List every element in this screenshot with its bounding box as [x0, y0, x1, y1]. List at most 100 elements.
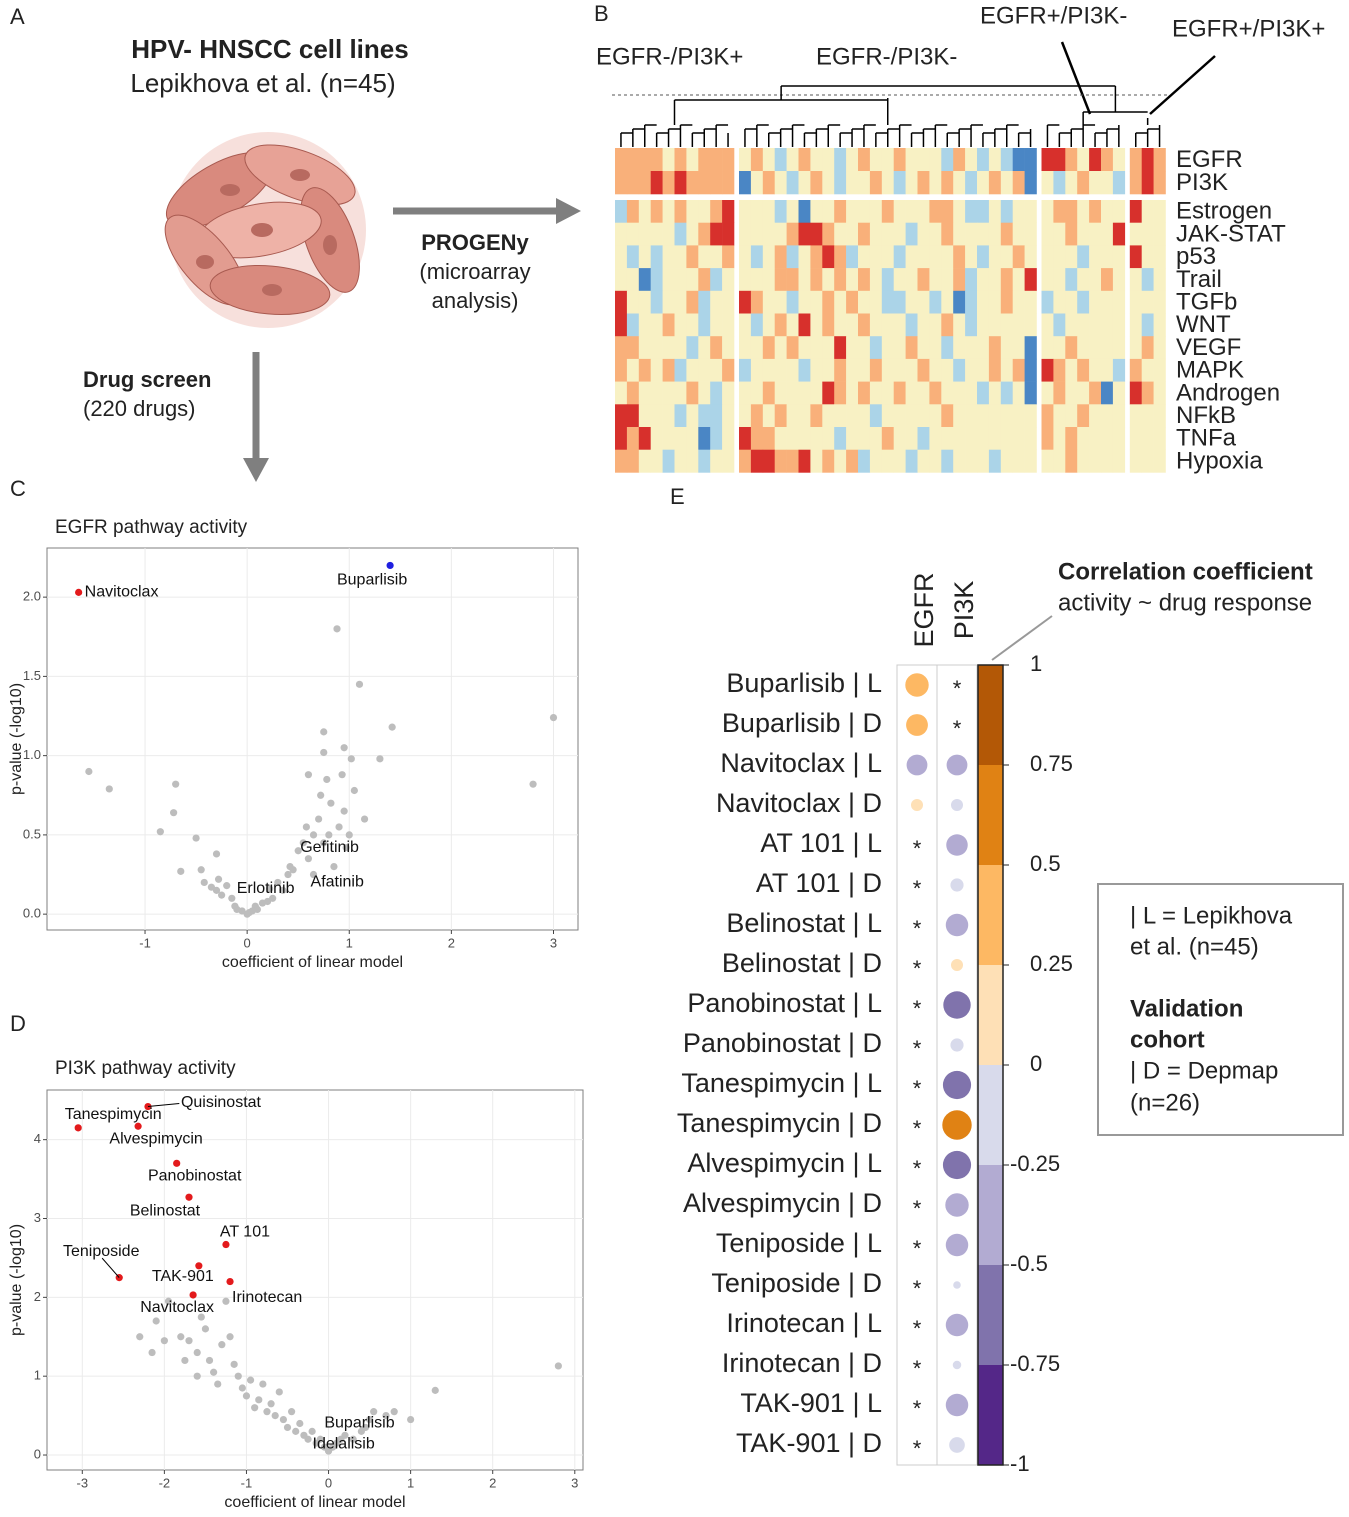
note-heading: Validation — [1130, 995, 1243, 1022]
heatmap-cell — [650, 313, 663, 337]
heatmap-cell — [1077, 222, 1090, 246]
heatmap-cell — [834, 381, 847, 405]
heatmap-cell — [858, 171, 871, 195]
heatmap-cell — [626, 171, 640, 195]
heatmap-cell — [1053, 245, 1066, 269]
heatmap-cell — [846, 200, 859, 223]
heatmap-cell — [774, 427, 787, 450]
heatmap-cell — [750, 449, 764, 473]
heatmap-cell — [1129, 358, 1142, 382]
heatmap-cell — [739, 171, 752, 195]
heatmap-cell — [1089, 200, 1102, 223]
data-point — [274, 878, 282, 887]
heatmap-cell — [1153, 268, 1166, 292]
heatmap-cell — [1112, 200, 1126, 223]
heatmap-cell — [881, 449, 894, 473]
heatmap-cell — [798, 268, 811, 292]
data-point — [275, 1388, 283, 1396]
heatmap-cell — [917, 148, 930, 172]
heatmap-cell — [762, 200, 775, 223]
heatmap-cell — [869, 148, 883, 172]
heatmap-cell — [905, 171, 918, 195]
correlation-dot — [950, 958, 964, 972]
row-label: Alvespimycin | L — [687, 1148, 882, 1178]
data-point — [315, 815, 323, 823]
heatmap-cell — [929, 381, 942, 405]
heatmap-cell — [869, 200, 883, 223]
heatmap-cell — [822, 427, 835, 450]
heatmap-cell — [869, 427, 883, 450]
heatmap-cell — [722, 449, 735, 473]
heatmap-cell — [917, 449, 930, 473]
arrow-sublabel: (microarray — [419, 259, 530, 284]
heatmap-cell — [638, 381, 651, 405]
point-label: Gefitinib — [300, 839, 359, 856]
heatmap-cell — [774, 245, 787, 269]
heatmap-cell — [1141, 336, 1154, 360]
heatmap-cell — [1112, 404, 1126, 428]
heatmap-cell — [1077, 200, 1090, 223]
heatmap-cell — [626, 336, 640, 360]
heatmap-cell — [662, 381, 675, 405]
heatmap-cell — [722, 200, 735, 223]
heatmap-cell — [674, 336, 687, 360]
heatmap-cell — [965, 381, 978, 405]
heatmap-cell — [977, 222, 990, 246]
heatmap-cell — [626, 268, 640, 292]
heatmap-cell — [905, 313, 918, 337]
na-mark: * — [913, 876, 922, 901]
data-point — [342, 843, 350, 852]
heatmap-cell — [917, 200, 930, 223]
point-label: Belinostat — [130, 1202, 201, 1219]
heatmap-cell — [750, 171, 764, 195]
heatmap-cell — [929, 200, 942, 223]
heatmap-cell — [893, 358, 906, 382]
heatmap-cell — [917, 245, 930, 269]
na-mark: * — [913, 1036, 922, 1061]
heatmap-cell — [953, 245, 966, 269]
heatmap-cell — [953, 358, 966, 382]
heatmap-cell — [988, 358, 1002, 382]
heatmap-cell — [674, 449, 687, 473]
heatmap-cell — [965, 427, 978, 450]
data-point — [304, 1435, 312, 1443]
row-label: Tanespimycin | L — [681, 1068, 882, 1098]
heatmap-cell — [1101, 313, 1114, 337]
data-point — [200, 878, 208, 887]
heatmap-cell — [626, 148, 640, 172]
row-label: Panobinostat | D — [683, 1028, 882, 1058]
heatmap-cell — [941, 404, 954, 428]
heatmap-cell — [858, 222, 871, 246]
heatmap-cell — [739, 290, 752, 314]
data-point — [189, 1291, 197, 1299]
x-tick-label: -3 — [77, 1475, 89, 1490]
heatmap-cell — [786, 449, 799, 473]
heatmap-cell — [1024, 290, 1037, 314]
data-point — [340, 807, 348, 815]
heatmap-cell — [662, 222, 675, 246]
heatmap-cell — [626, 222, 640, 246]
chart-title: PI3K pathway activity — [55, 1058, 236, 1079]
heatmap-cell — [1089, 381, 1102, 405]
na-mark: * — [953, 676, 962, 701]
leader-line — [147, 1103, 180, 1108]
data-point — [246, 1376, 255, 1384]
heatmap-cell — [698, 200, 711, 223]
heatmap-cell — [1153, 245, 1166, 269]
heatmap-cell — [626, 449, 640, 473]
data-point — [370, 1408, 378, 1416]
heatmap-cell — [650, 336, 663, 360]
heatmap-cell — [953, 404, 966, 428]
heatmap-cell — [1129, 148, 1142, 172]
heatmap-cell — [739, 268, 752, 292]
heatmap-cell — [1065, 222, 1078, 246]
heatmap-cell — [626, 290, 640, 314]
data-point — [294, 847, 302, 855]
heatmap-cell — [786, 358, 799, 382]
heatmap-cell — [710, 268, 723, 292]
data-point — [205, 1356, 214, 1365]
heatmap-cell — [1153, 222, 1166, 246]
heatmap-cell — [953, 222, 966, 246]
heatmap-cell — [1112, 171, 1126, 195]
heatmap-cell — [698, 427, 711, 450]
